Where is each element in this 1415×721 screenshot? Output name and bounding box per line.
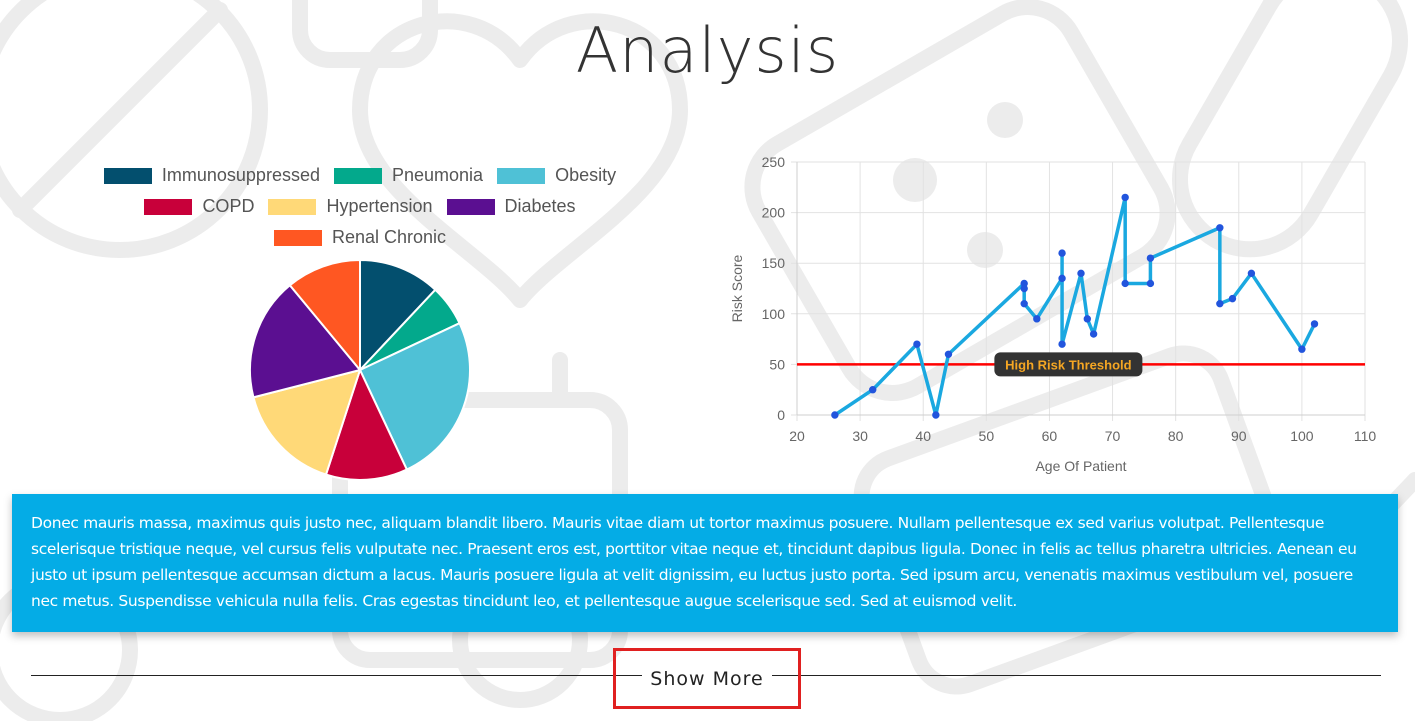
x-tick-label: 20	[789, 428, 805, 444]
x-tick-label: 60	[1042, 428, 1058, 444]
x-tick-label: 90	[1231, 428, 1247, 444]
y-tick-label: 0	[777, 407, 785, 423]
data-point[interactable]	[1228, 294, 1237, 303]
threshold-label: High Risk Threshold	[1005, 357, 1131, 372]
data-point[interactable]	[1146, 254, 1155, 262]
legend-label: Diabetes	[504, 196, 576, 216]
pie-slice[interactable]	[324, 367, 409, 481]
y-tick-label: 100	[762, 306, 786, 322]
data-point[interactable]	[1146, 279, 1155, 288]
pie-slice[interactable]	[249, 283, 362, 399]
legend-swatch	[268, 198, 317, 215]
legend-row: Immunosuppressed Pneumonia Obesity	[80, 160, 640, 191]
legend-item[interactable]: Pneumonia	[333, 165, 484, 186]
x-tick-label: 50	[979, 428, 995, 444]
legend-swatch	[103, 167, 152, 184]
data-point[interactable]	[1310, 320, 1319, 328]
data-point[interactable]	[1020, 284, 1028, 293]
threshold-label-badge	[994, 352, 1143, 377]
data-point[interactable]	[1058, 340, 1066, 348]
data-point[interactable]	[1247, 269, 1256, 278]
data-point[interactable]	[1298, 345, 1306, 353]
data-point[interactable]	[1020, 299, 1028, 308]
legend-item[interactable]: Immunosuppressed	[103, 165, 320, 186]
x-axis-label: Age Of Patient	[1035, 458, 1126, 474]
pie-legend: Immunosuppressed Pneumonia Obesity COPD Hype…	[80, 160, 640, 253]
data-point[interactable]	[1089, 330, 1098, 338]
legend-item[interactable]: Hypertension	[268, 196, 433, 217]
y-tick-label: 50	[769, 356, 785, 372]
pie-slice[interactable]	[252, 368, 362, 476]
x-tick-label: 40	[915, 428, 931, 444]
legend-label: Hypertension	[326, 196, 433, 216]
data-point[interactable]	[831, 411, 839, 419]
data-point[interactable]	[1058, 274, 1066, 283]
x-tick-label: 110	[1354, 428, 1377, 444]
legend-swatch	[333, 167, 382, 184]
legend-row: Renal Chronic	[80, 222, 640, 253]
show-more-button[interactable]: Show More	[613, 648, 801, 709]
legend-swatch	[144, 198, 193, 215]
y-axis-label: Risk Score	[729, 254, 745, 322]
legend-item[interactable]: COPD	[144, 196, 254, 217]
legend-label: COPD	[202, 196, 255, 216]
data-point[interactable]	[913, 340, 921, 348]
legend-swatch	[273, 229, 322, 246]
legend-item[interactable]: Diabetes	[446, 196, 576, 217]
data-point[interactable]	[1216, 224, 1224, 232]
y-tick-label: 200	[762, 205, 786, 221]
legend-swatch	[446, 198, 495, 215]
show-more-label: Show More	[642, 661, 772, 696]
data-point[interactable]	[1121, 193, 1129, 202]
data-point[interactable]	[1077, 269, 1085, 278]
pie-slice[interactable]	[359, 258, 437, 373]
pie-slice[interactable]	[358, 321, 471, 471]
info-text: Donec mauris massa, maximus quis justo n…	[31, 514, 1357, 610]
legend-label: Pneumonia	[391, 165, 484, 185]
y-tick-label: 150	[762, 255, 786, 271]
page-title: Analysis	[575, 14, 840, 87]
data-point[interactable]	[944, 350, 953, 358]
series-line	[833, 195, 1317, 417]
legend-item[interactable]: Renal Chronic	[273, 227, 447, 248]
pie-chart	[249, 258, 471, 481]
legend-label: Renal Chronic	[331, 227, 447, 247]
x-tick-label: 70	[1105, 428, 1121, 444]
line-chart: 20 30 40 50 60 70 80 90 100 110 0 50 100 150 200 250 Age…	[729, 154, 1377, 474]
data-point[interactable]	[1083, 315, 1092, 323]
x-tick-label: 80	[1168, 428, 1184, 444]
legend-label: Obesity	[555, 165, 617, 185]
data-point[interactable]	[932, 411, 940, 419]
info-box: Donec mauris massa, maximus quis justo n…	[12, 494, 1398, 632]
data-point[interactable]	[1033, 315, 1041, 323]
data-point[interactable]	[1121, 279, 1129, 288]
data-point[interactable]	[1058, 249, 1066, 257]
y-tick-label: 250	[762, 154, 786, 170]
legend-swatch	[497, 167, 546, 184]
pie-slice[interactable]	[288, 258, 361, 373]
data-point[interactable]	[1216, 299, 1224, 308]
legend-row: COPD Hypertension Diabetes	[80, 191, 640, 222]
legend-label: Immunosuppressed	[161, 165, 320, 185]
x-tick-label: 100	[1290, 428, 1314, 444]
data-point[interactable]	[869, 386, 877, 394]
legend-item[interactable]: Obesity	[497, 165, 616, 186]
x-tick-label: 30	[852, 428, 868, 444]
